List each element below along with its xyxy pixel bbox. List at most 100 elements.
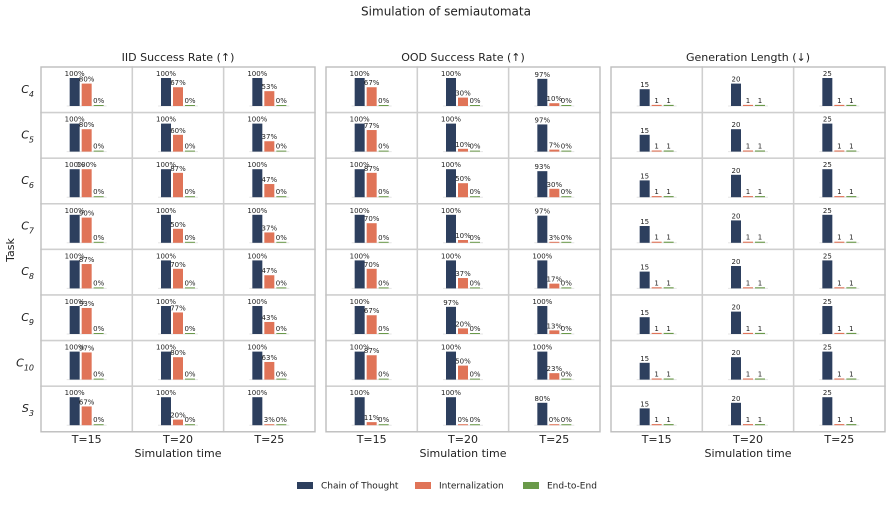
bar [755,104,765,106]
value-label: 1 [654,279,658,287]
row-label: C6 [21,174,34,190]
bar [561,378,572,380]
cell [610,294,704,342]
bar [366,87,377,106]
bar [446,306,456,334]
bar [458,183,468,198]
bar [354,123,365,152]
value-label: 0% [93,325,104,333]
value-label: 100% [532,298,552,306]
value-label: 20% [455,320,471,328]
bar [276,241,287,243]
row-label-sub: 10 [24,363,34,372]
bar [69,260,80,289]
bar [264,141,275,152]
value-label: 1 [849,325,853,333]
bar [743,196,753,198]
bar [366,268,377,289]
row-label: S3 [22,402,34,418]
bar [93,150,104,152]
bar [663,287,674,289]
row-label-sub: 9 [29,318,34,327]
bar [743,378,753,380]
value-label: 0% [469,325,480,333]
bar [731,220,741,243]
value-label: 100% [350,207,370,215]
value-label: 0% [378,234,389,242]
x-tick-label: T=20 [162,433,193,446]
bar [561,333,572,334]
bar [470,150,480,152]
value-label: 1 [654,325,658,333]
value-label: 100% [77,161,97,169]
value-label: 1 [746,142,750,150]
bar [549,373,560,380]
bar [81,264,92,289]
bar [537,78,548,106]
bar [276,378,287,380]
value-label: 1 [666,97,670,105]
bar [537,215,548,243]
bar [731,357,741,380]
value-label: 70% [364,215,380,223]
bar [81,169,92,198]
bar [561,105,572,106]
value-label: 25 [823,298,832,306]
bar [378,196,389,198]
row-label: C7 [21,220,35,236]
bar [458,328,468,334]
value-label: 37% [262,133,278,141]
bar [264,361,275,380]
x-tick-label: T=25 [823,433,854,446]
bar [755,150,765,152]
value-label: 47% [262,176,278,184]
value-label: 77% [364,122,380,130]
bar [651,196,662,198]
bar [446,214,456,243]
value-label: 25 [823,161,832,169]
value-label: 100% [350,298,370,306]
bar [651,241,662,243]
bar [69,306,80,334]
cell [416,339,510,387]
bar [446,78,456,106]
value-label: 0% [378,416,389,424]
value-label: 100% [156,389,176,397]
row-label: C4 [21,83,34,99]
row-label-base: C [21,174,29,187]
bar [834,196,845,198]
bar [252,351,263,380]
value-label: 20 [732,212,741,220]
value-label: 50% [455,358,471,366]
y-axis-label: Task [4,238,17,263]
value-label: 100% [156,116,176,124]
value-label: 20 [732,395,741,403]
value-label: 100% [441,70,461,78]
value-label: 100% [156,70,176,78]
bar [161,306,171,334]
value-label: 37% [262,224,278,232]
bar [173,87,183,106]
value-label: 1 [758,97,762,105]
bar [366,422,377,426]
bar [173,357,183,380]
bar [185,196,195,198]
legend-label: Internalization [439,482,504,492]
value-label: 43% [262,314,278,322]
value-label: 1 [666,188,670,196]
row-label-base: C [21,83,29,96]
value-label: 100% [441,252,461,260]
bar [173,134,183,152]
value-label: 1 [837,325,841,333]
value-label: 1 [758,416,762,424]
panel-title: Generation Length (↓) [686,51,810,64]
bar [378,333,389,334]
value-label: 0% [378,188,389,196]
row-label: C8 [21,265,34,281]
bar [561,196,572,198]
value-label: 25 [823,116,832,124]
bar [846,241,857,243]
value-label: 100% [65,161,85,169]
bar [822,78,833,106]
value-label: 100% [247,389,267,397]
